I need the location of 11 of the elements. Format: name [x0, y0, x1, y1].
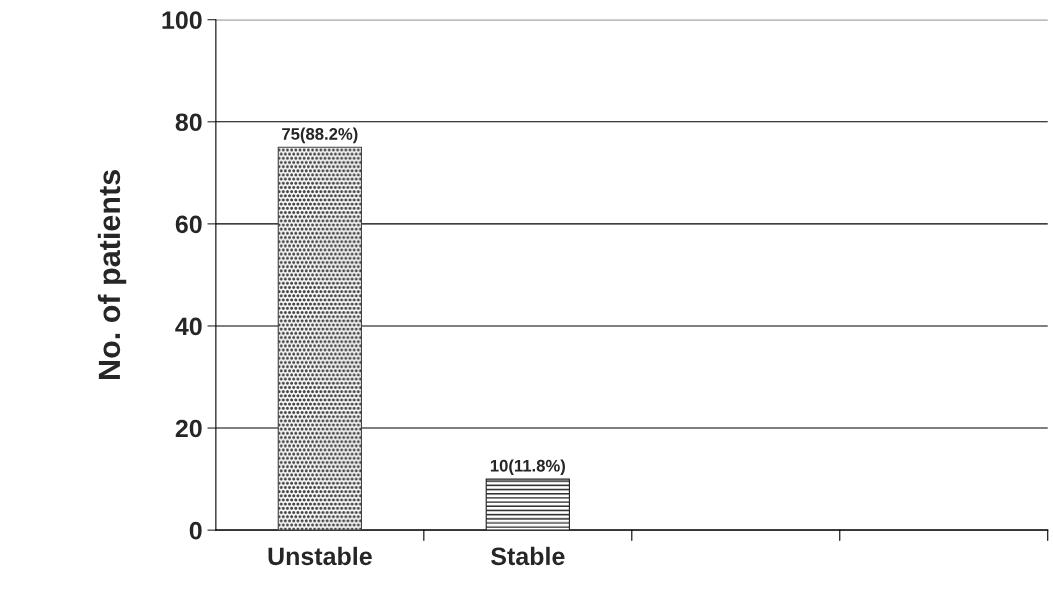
x-tick-label: Stable: [491, 546, 565, 566]
y-tick-label: 100: [162, 11, 202, 30]
y-axis-title: No. of patients: [97, 170, 127, 379]
x-tick-label: Unstable: [268, 546, 372, 566]
y-tick-label: 40: [175, 317, 202, 336]
y-tick-label: 20: [175, 419, 202, 438]
y-tick-label: 80: [175, 113, 202, 132]
data-label: 10(11.8%): [490, 459, 565, 475]
y-tick-label: 0: [189, 521, 202, 540]
y-tick-label: 60: [175, 215, 202, 234]
data-label: 75(88.2%): [282, 127, 358, 144]
